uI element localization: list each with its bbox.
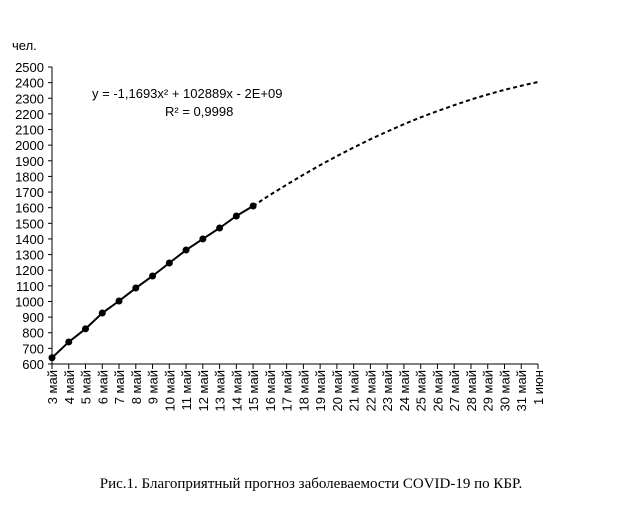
x-tick-label: 22 май [363, 370, 378, 412]
x-tick-label: 17 май [280, 370, 295, 412]
y-tick-label: 1700 [15, 185, 44, 200]
x-tick-label: 4 май [62, 370, 77, 404]
x-tick-label: 11 май [179, 370, 194, 411]
y-tick-label: 2200 [15, 107, 44, 122]
y-tick-label: 1100 [16, 279, 44, 294]
y-tick-label: 2100 [15, 123, 44, 138]
y-tick-label: 2400 [15, 76, 44, 91]
data-point [182, 246, 190, 254]
data-point [98, 309, 106, 317]
r-squared: R² = 0,9998 [165, 104, 233, 119]
x-tick-label: 31 май [514, 370, 529, 412]
x-tick-label: 28 май [464, 370, 479, 412]
x-tick-label: 14 май [229, 370, 244, 412]
x-tick-label: 13 май [213, 370, 228, 412]
y-tick-label: 900 [22, 310, 44, 325]
y-axis-label: чел. [12, 38, 37, 53]
y-tick-label: 1600 [15, 201, 44, 216]
x-tick-label: 1 июн [531, 370, 546, 405]
y-tick-label: 2000 [15, 138, 44, 153]
x-tick-label: 21 май [347, 370, 362, 412]
x-tick-label: 18 май [296, 370, 311, 412]
x-tick-label: 6 май [95, 370, 110, 404]
y-tick-label: 1200 [15, 263, 44, 278]
x-tick-label: 20 май [330, 370, 345, 412]
y-tick-label: 800 [22, 326, 44, 341]
data-point [149, 272, 157, 280]
y-tick-label: 700 [22, 341, 44, 356]
x-tick-label: 7 май [112, 370, 127, 404]
x-tick-label: 24 май [397, 370, 412, 412]
y-tick-label: 600 [22, 357, 44, 372]
y-tick-label: 1300 [15, 248, 44, 263]
x-tick-label: 26 май [430, 370, 445, 412]
data-point [115, 297, 123, 305]
data-point [65, 338, 73, 346]
caption: Рис.1. Благоприятный прогноз заболеваемо… [100, 476, 522, 492]
x-tick-label: 25 май [414, 370, 429, 412]
y-tick-label: 1000 [15, 294, 44, 309]
y-tick-label: 2500 [15, 60, 44, 75]
y-tick-label: 1400 [15, 232, 44, 247]
trend-equation: y = -1,1693x² + 102889x - 2E+09 [92, 86, 282, 101]
data-point [48, 354, 56, 362]
data-point [165, 259, 173, 267]
x-tick-label: 5 май [79, 370, 94, 404]
y-tick-label: 1500 [15, 216, 44, 231]
data-point [216, 224, 224, 232]
data-point [82, 325, 90, 333]
data-point [132, 284, 140, 292]
x-tick-label: 10 май [162, 370, 177, 412]
x-tick-label: 27 май [447, 370, 462, 412]
x-tick-label: 9 май [146, 370, 161, 404]
x-tick-label: 30 май [497, 370, 512, 412]
data-point [199, 235, 207, 243]
x-tick-label: 29 май [481, 370, 496, 412]
x-tick-label: 23 май [380, 370, 395, 412]
y-tick-label: 1900 [15, 154, 44, 169]
series-line [252, 81, 539, 207]
x-tick-label: 16 май [263, 370, 278, 412]
x-tick-label: 19 май [313, 370, 328, 412]
y-tick-label: 1800 [15, 169, 44, 184]
x-tick-label: 12 май [196, 370, 211, 412]
x-tick-label: 15 май [246, 370, 261, 412]
x-tick-label: 3 май [45, 370, 60, 404]
y-tick-label: 2300 [15, 91, 44, 106]
data-point [232, 212, 240, 220]
x-tick-label: 8 май [129, 370, 144, 404]
